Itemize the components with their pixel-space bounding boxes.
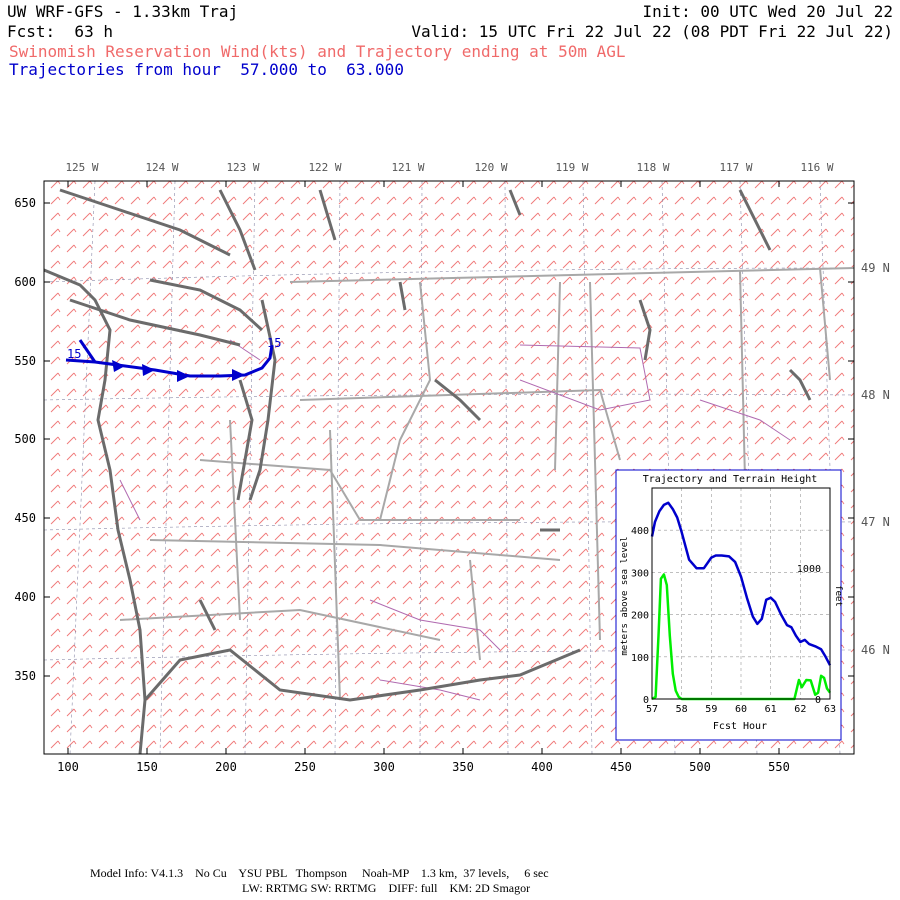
inset-y-tick-label: 300 [631, 568, 649, 579]
inset-x-tick-label: 63 [824, 704, 836, 715]
x-tick-label: 400 [531, 760, 553, 774]
trajectory-height-line [650, 501, 832, 666]
model-info-line-2: LW: RRTMG SW: RRTMG DIFF: full KM: 2D Sm… [242, 881, 531, 895]
y-tick-label: 500 [14, 432, 36, 446]
lon-label: 122 W [308, 161, 341, 174]
inset-x-tick-label: 61 [765, 704, 777, 715]
inset-y-tick-label: 400 [631, 526, 649, 537]
coastline [44, 188, 812, 754]
longitude-labels: 125 W 124 W 123 W 122 W 121 W 120 W 119 … [65, 161, 833, 174]
lon-label: 120 W [474, 161, 507, 174]
y-axis-ticks: 650 600 550 500 450 400 350 [14, 196, 36, 683]
model-info-line-1: Model Info: V4.1.3 No Cu YSU PBL Thompso… [90, 866, 549, 880]
rivers [119, 339, 791, 701]
inset-plot-frame [651, 487, 831, 700]
inset-grid [652, 488, 830, 699]
map-frame [43, 180, 855, 755]
inset-x-tick-label: 62 [794, 704, 806, 715]
y-tick-marks [44, 202, 854, 677]
inset-y-tick-label: 200 [631, 611, 649, 622]
lat-label: 47 N [861, 515, 890, 529]
inset-y2-label: feet [833, 585, 843, 607]
lon-label: 124 W [145, 161, 178, 174]
y-tick-label: 450 [14, 511, 36, 525]
inset-x-tick-label: 57 [646, 704, 658, 715]
init-time: Init: 00 UTC Wed 20 Jul 22 [642, 2, 893, 21]
inset-frame [615, 469, 842, 741]
y-tick-label: 350 [14, 669, 36, 683]
trajectory-hours: Trajectories from hour 57.000 to 63.000 [9, 60, 404, 79]
x-tick-label: 550 [768, 760, 790, 774]
x-tick-label: 450 [610, 760, 632, 774]
inset-title: Trajectory and Terrain Height [643, 474, 818, 485]
trajectory-end-label: 15 [267, 336, 281, 350]
latlon-grid [44, 181, 854, 754]
model-title: UW WRF-GFS - 1.33km Traj [7, 2, 239, 21]
latitude-labels: 49 N 48 N 47 N 46 N [861, 261, 890, 657]
x-axis-ticks: 100 150 200 250 300 350 400 450 500 550 [57, 760, 790, 774]
lon-label: 119 W [555, 161, 588, 174]
x-tick-label: 300 [373, 760, 395, 774]
lon-label: 116 W [800, 161, 833, 174]
lon-label: 125 W [65, 161, 98, 174]
lat-label: 49 N [861, 261, 890, 275]
terrain-inset: Trajectory and Terrain Height meters abo… [615, 469, 843, 741]
y-tick-label: 550 [14, 354, 36, 368]
x-tick-label: 250 [294, 760, 316, 774]
lon-label: 123 W [226, 161, 259, 174]
lon-label: 121 W [391, 161, 424, 174]
valid-time: Valid: 15 UTC Fri 22 Jul 22 (08 PDT Fri … [411, 22, 893, 41]
y-tick-label: 400 [14, 590, 36, 604]
y-tick-label: 600 [14, 275, 36, 289]
inset-x-tick-label: 59 [705, 704, 717, 715]
x-tick-marks [67, 181, 780, 754]
x-tick-label: 100 [57, 760, 79, 774]
lat-label: 48 N [861, 388, 890, 402]
product-title: Swinomish Reservation Wind(kts) and Traj… [9, 42, 626, 61]
x-tick-label: 350 [452, 760, 474, 774]
inset-x-label: Fcst Hour [713, 721, 767, 732]
lat-label: 46 N [861, 643, 890, 657]
lon-label: 118 W [636, 161, 669, 174]
y-tick-label: 650 [14, 196, 36, 210]
forecast-hour: Fcst: 63 h [7, 22, 113, 41]
inset-y2-tick: 1000 [797, 564, 821, 575]
trajectory-start-label: 15 [67, 347, 81, 361]
political-borders [119, 267, 854, 701]
lon-label: 117 W [719, 161, 752, 174]
x-tick-label: 150 [136, 760, 158, 774]
x-tick-label: 200 [215, 760, 237, 774]
x-tick-label: 500 [689, 760, 711, 774]
inset-y2-tick: 0 [815, 695, 821, 706]
inset-x-tick-label: 58 [676, 704, 688, 715]
inset-y-label: meters above sea level [620, 536, 630, 655]
trajectory-path [65, 339, 274, 378]
inset-y-tick-label: 100 [631, 653, 649, 664]
trajectory-arrows [112, 360, 245, 382]
inset-y-tick-label: 0 [643, 695, 649, 706]
inset-x-tick-label: 60 [735, 704, 747, 715]
